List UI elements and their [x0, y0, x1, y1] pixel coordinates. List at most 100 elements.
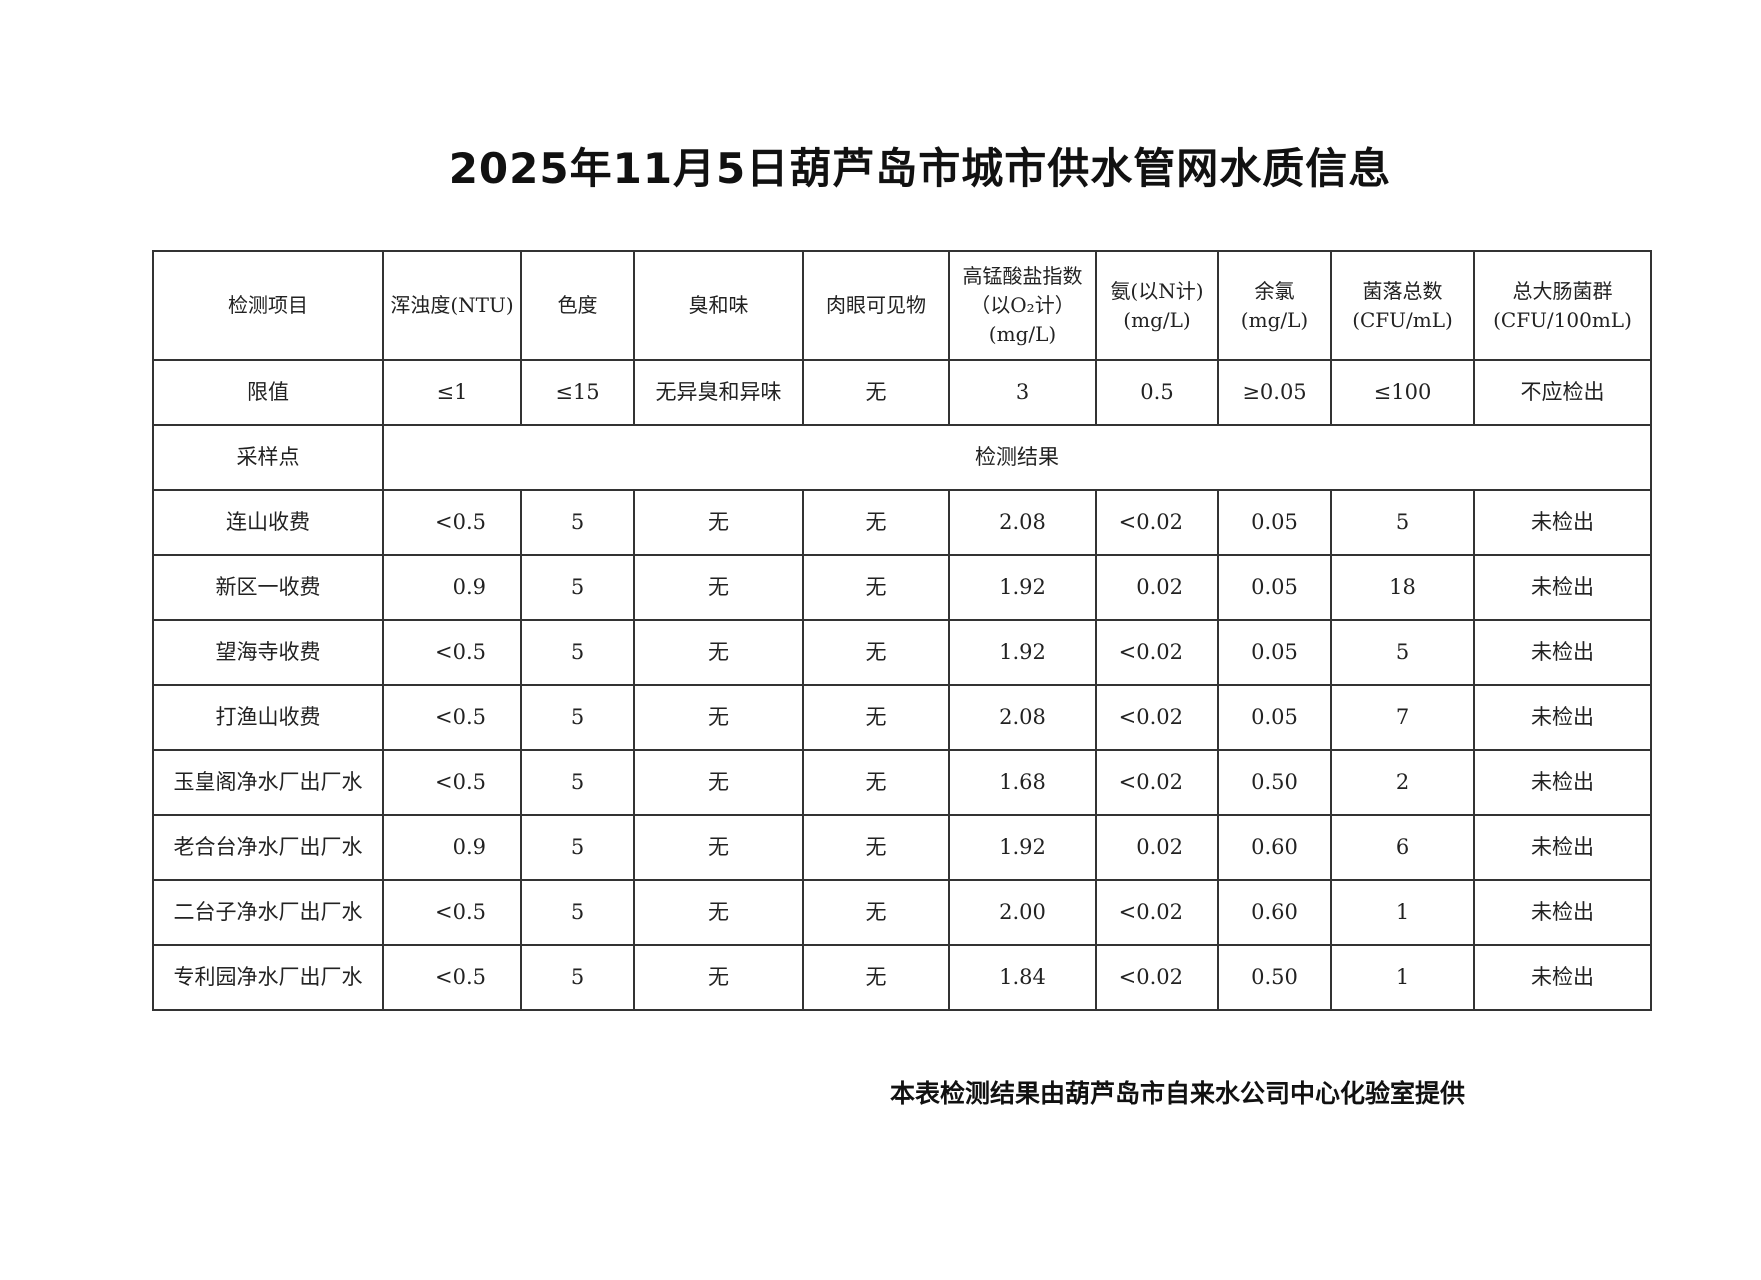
column-header: 浑浊度(NTU): [382, 250, 522, 361]
result-cell: 无: [802, 879, 950, 946]
result-cell: <0.5: [382, 619, 522, 686]
result-cell: 0.02: [1095, 554, 1219, 621]
result-cell: 1: [1330, 944, 1475, 1011]
result-cell: 无: [633, 944, 804, 1011]
limit-cell: ≤100: [1330, 359, 1475, 426]
limit-cell: 无: [802, 359, 950, 426]
result-cell: 未检出: [1473, 879, 1652, 946]
result-cell: <0.5: [382, 879, 522, 946]
column-header: 臭和味: [633, 250, 804, 361]
column-header: 菌落总数(CFU/mL): [1330, 250, 1475, 361]
result-cell: 5: [520, 684, 635, 751]
result-cell: <0.5: [382, 489, 522, 556]
result-cell: 无: [802, 554, 950, 621]
limit-cell: 0.5: [1095, 359, 1219, 426]
table-row: 专利园净水厂出厂水 <0.5 5 无无 1.84 <0.02 0.50 1 未检出: [152, 944, 1652, 1011]
result-cell: <0.02: [1095, 944, 1219, 1011]
column-header: 余氯(mg/L): [1217, 250, 1332, 361]
result-cell: 0.60: [1217, 879, 1332, 946]
result-cell: 1.84: [948, 944, 1097, 1011]
site-cell: 望海寺收费: [152, 619, 384, 686]
result-cell: 5: [520, 944, 635, 1011]
site-cell: 打渔山收费: [152, 684, 384, 751]
result-cell: 未检出: [1473, 554, 1652, 621]
result-cell: 无: [633, 489, 804, 556]
site-cell: 玉皇阁净水厂出厂水: [152, 749, 384, 816]
table-row: 打渔山收费 <0.5 5 无无 2.08 <0.02 0.05 7 未检出: [152, 684, 1652, 751]
column-header: 高锰酸盐指数（以O₂计）(mg/L): [948, 250, 1097, 361]
water-quality-table: 检测项目 浑浊度(NTU) 色度 臭和味 肉眼可见物 高锰酸盐指数（以O₂计）(mg/L)…: [152, 250, 1652, 1011]
result-cell: 5: [520, 814, 635, 881]
result-cell: 2.08: [948, 684, 1097, 751]
result-cell: 5: [520, 489, 635, 556]
table-row: 玉皇阁净水厂出厂水 <0.5 5 无无 1.68 <0.02 0.50 2 未检出: [152, 749, 1652, 816]
column-header: 氨(以N计)(mg/L): [1095, 250, 1219, 361]
result-cell: 7: [1330, 684, 1475, 751]
result-cell: <0.02: [1095, 684, 1219, 751]
result-cell: 无: [802, 814, 950, 881]
result-cell: 未检出: [1473, 489, 1652, 556]
site-cell: 二台子净水厂出厂水: [152, 879, 384, 946]
sampling-row: 采样点 检测结果: [152, 424, 1652, 491]
result-cell: 2: [1330, 749, 1475, 816]
column-header: 检测项目: [152, 250, 384, 361]
result-cell: 未检出: [1473, 684, 1652, 751]
table-row: 新区一收费 0.9 5 无无 1.92 0.02 0.05 18 未检出: [152, 554, 1652, 621]
result-cell: 无: [633, 814, 804, 881]
result-cell: 0.50: [1217, 944, 1332, 1011]
result-cell: 1.92: [948, 619, 1097, 686]
result-cell: 无: [802, 684, 950, 751]
table-row: 望海寺收费 <0.5 5 无无 1.92 <0.02 0.05 5 未检出: [152, 619, 1652, 686]
column-header: 总大肠菌群(CFU/100mL): [1473, 250, 1652, 361]
result-cell: 无: [633, 554, 804, 621]
result-cell: 1: [1330, 879, 1475, 946]
result-cell: 0.05: [1217, 684, 1332, 751]
limit-cell: ≤1: [382, 359, 522, 426]
result-cell: 0.05: [1217, 554, 1332, 621]
result-cell: 0.05: [1217, 619, 1332, 686]
result-cell: 无: [633, 619, 804, 686]
result-cell: 未检出: [1473, 619, 1652, 686]
result-cell: 未检出: [1473, 814, 1652, 881]
limits-label: 限值: [152, 359, 384, 426]
result-cell: <0.02: [1095, 879, 1219, 946]
result-cell: 2.08: [948, 489, 1097, 556]
site-cell: 老合台净水厂出厂水: [152, 814, 384, 881]
column-header: 色度: [520, 250, 635, 361]
result-cell: 0.60: [1217, 814, 1332, 881]
table-row: 二台子净水厂出厂水 <0.5 5 无无 2.00 <0.02 0.60 1 未检出: [152, 879, 1652, 946]
result-cell: 5: [520, 619, 635, 686]
limit-cell: 不应检出: [1473, 359, 1652, 426]
result-cell: 6: [1330, 814, 1475, 881]
result-cell: 未检出: [1473, 944, 1652, 1011]
result-cell: 5: [1330, 489, 1475, 556]
results-label: 检测结果: [382, 424, 1652, 491]
result-cell: 5: [1330, 619, 1475, 686]
result-cell: 无: [633, 879, 804, 946]
result-cell: <0.5: [382, 749, 522, 816]
result-cell: 2.00: [948, 879, 1097, 946]
limits-row: 限值 ≤1 ≤15 无异臭和异味无 3 0.5 ≥0.05 ≤100 不应检出: [152, 359, 1652, 426]
result-cell: 0.50: [1217, 749, 1332, 816]
result-cell: 无: [633, 684, 804, 751]
result-cell: 无: [802, 749, 950, 816]
result-cell: 0.05: [1217, 489, 1332, 556]
sampling-label: 采样点: [152, 424, 384, 491]
column-header: 肉眼可见物: [802, 250, 950, 361]
site-cell: 新区一收费: [152, 554, 384, 621]
result-cell: 18: [1330, 554, 1475, 621]
footer-note: 本表检测结果由葫芦岛市自来水公司中心化验室提供: [890, 1079, 1466, 1108]
result-cell: <0.5: [382, 944, 522, 1011]
result-cell: 未检出: [1473, 749, 1652, 816]
header-row: 检测项目 浑浊度(NTU) 色度 臭和味 肉眼可见物 高锰酸盐指数（以O₂计）(mg/L)…: [152, 250, 1652, 361]
result-cell: 5: [520, 749, 635, 816]
result-cell: 无: [633, 749, 804, 816]
limit-cell: ≤15: [520, 359, 635, 426]
table-row: 老合台净水厂出厂水 0.9 5 无无 1.92 0.02 0.60 6 未检出: [152, 814, 1652, 881]
limit-cell: ≥0.05: [1217, 359, 1332, 426]
result-cell: 5: [520, 879, 635, 946]
result-cell: <0.02: [1095, 749, 1219, 816]
result-cell: 0.9: [382, 814, 522, 881]
table-row: 连山收费 <0.5 5 无无 2.08 <0.02 0.05 5 未检出: [152, 489, 1652, 556]
result-cell: 无: [802, 489, 950, 556]
